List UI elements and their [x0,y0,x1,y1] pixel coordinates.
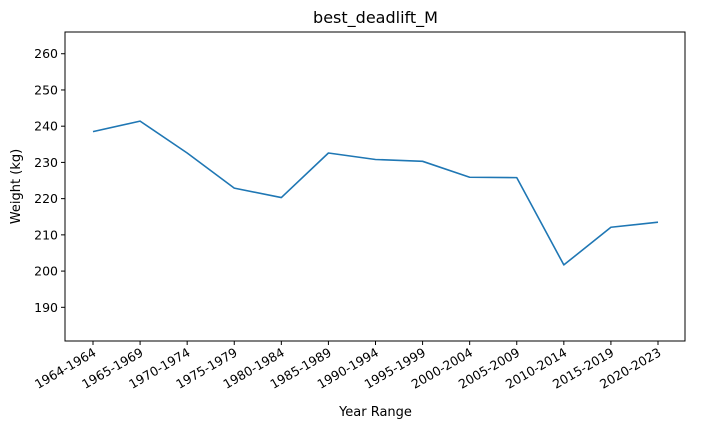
y-tick-label: 210 [34,227,58,242]
series-line-0 [92,120,659,266]
series-layer [92,120,659,266]
y-axis: 190 200 210 220 230 240 250 260 [34,46,65,315]
y-tick-label: 240 [34,119,58,134]
y-tick-label: 230 [34,155,58,170]
plot-frame [64,31,686,342]
y-tick-label: 250 [34,82,58,97]
plot-area: 190 200 210 220 230 240 250 260 1964-19641965-1… [32,31,686,392]
y-tick-label: 220 [34,191,58,206]
x-axis: 1964-19641965-19691970-19741975-19791980… [32,341,664,392]
y-tick-label: 190 [34,300,58,315]
y-tick-label: 200 [34,264,58,279]
x-axis-label: Year Range [338,405,412,420]
y-axis-label: Weight (kg) [9,149,24,224]
chart-title: best_deadlift_M [313,8,438,28]
y-tick-label: 260 [34,46,58,61]
